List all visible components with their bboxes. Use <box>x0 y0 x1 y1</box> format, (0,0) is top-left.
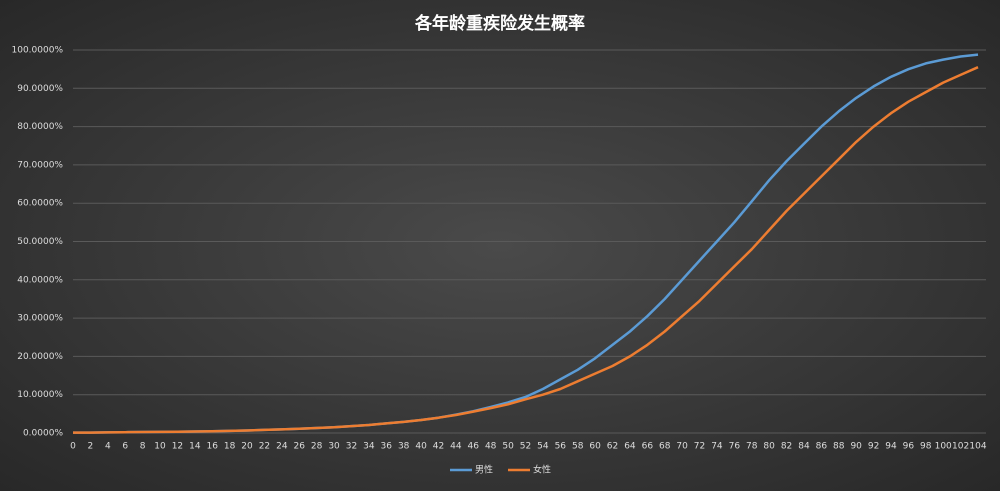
x-tick-label: 28 <box>311 442 323 452</box>
x-tick-label: 14 <box>189 442 201 452</box>
chart-title: 各年龄重疾险发生概率 <box>414 13 585 34</box>
y-tick-label: 60.0000% <box>17 199 63 209</box>
x-tick-label: 84 <box>798 442 810 452</box>
x-tick-label: 92 <box>868 442 879 452</box>
x-tick-label: 48 <box>485 442 497 452</box>
y-tick-label: 20.0000% <box>17 352 63 362</box>
x-tick-label: 90 <box>850 442 862 452</box>
legend-label: 男性 <box>475 464 493 476</box>
x-tick-label: 66 <box>642 442 654 452</box>
x-tick-label: 38 <box>398 442 410 452</box>
x-tick-label: 34 <box>363 442 375 452</box>
y-tick-label: 80.0000% <box>17 122 63 132</box>
x-tick-label: 74 <box>711 442 723 452</box>
y-tick-label: 30.0000% <box>17 314 63 324</box>
x-tick-label: 2 <box>88 442 94 452</box>
x-tick-label: 12 <box>172 442 183 452</box>
x-tick-label: 26 <box>294 442 306 452</box>
y-tick-label: 0.0000% <box>23 429 63 439</box>
x-tick-label: 52 <box>520 442 531 452</box>
x-tick-label: 78 <box>746 442 758 452</box>
x-tick-label: 18 <box>224 442 236 452</box>
x-tick-label: 20 <box>241 442 253 452</box>
x-tick-label: 10 <box>154 442 166 452</box>
x-tick-label: 76 <box>729 442 741 452</box>
x-tick-label: 6 <box>122 442 128 452</box>
x-tick-label: 44 <box>450 442 462 452</box>
x-tick-label: 30 <box>328 442 340 452</box>
x-tick-label: 72 <box>694 442 705 452</box>
x-tick-label: 22 <box>259 442 270 452</box>
x-tick-label: 94 <box>885 442 897 452</box>
x-tick-label: 40 <box>415 442 427 452</box>
x-tick-label: 58 <box>572 442 584 452</box>
y-tick-label: 70.0000% <box>17 160 63 170</box>
x-tick-label: 50 <box>502 442 514 452</box>
x-tick-label: 82 <box>781 442 792 452</box>
x-tick-label: 88 <box>833 442 845 452</box>
x-tick-label: 16 <box>207 442 219 452</box>
y-tick-label: 100.0000% <box>12 46 64 56</box>
x-tick-label: 68 <box>659 442 671 452</box>
x-tick-label: 56 <box>555 442 567 452</box>
x-tick-label: 4 <box>105 442 111 452</box>
x-tick-label: 46 <box>468 442 480 452</box>
x-tick-label: 62 <box>607 442 618 452</box>
x-tick-label: 96 <box>903 442 915 452</box>
legend-label: 女性 <box>533 464 551 476</box>
x-tick-label: 0 <box>70 442 76 452</box>
x-tick-label: 8 <box>140 442 146 452</box>
series-line <box>73 66 979 434</box>
x-tick-label: 98 <box>920 442 932 452</box>
x-tick-label: 36 <box>381 442 393 452</box>
x-tick-label: 54 <box>537 442 549 452</box>
x-tick-label: 100 <box>935 442 952 452</box>
y-tick-label: 50.0000% <box>17 237 63 247</box>
x-tick-label: 80 <box>763 442 775 452</box>
x-tick-label: 102 <box>952 442 969 452</box>
x-tick-label: 86 <box>816 442 828 452</box>
x-tick-label: 60 <box>589 442 601 452</box>
x-tick-label: 64 <box>624 442 636 452</box>
y-tick-label: 90.0000% <box>17 84 63 94</box>
y-tick-label: 10.0000% <box>17 390 63 400</box>
x-tick-label: 70 <box>676 442 688 452</box>
x-tick-label: 24 <box>276 442 288 452</box>
x-tick-label: 42 <box>433 442 444 452</box>
x-tick-label: 32 <box>346 442 357 452</box>
x-tick-label: 104 <box>969 442 986 452</box>
y-tick-label: 40.0000% <box>17 275 63 285</box>
